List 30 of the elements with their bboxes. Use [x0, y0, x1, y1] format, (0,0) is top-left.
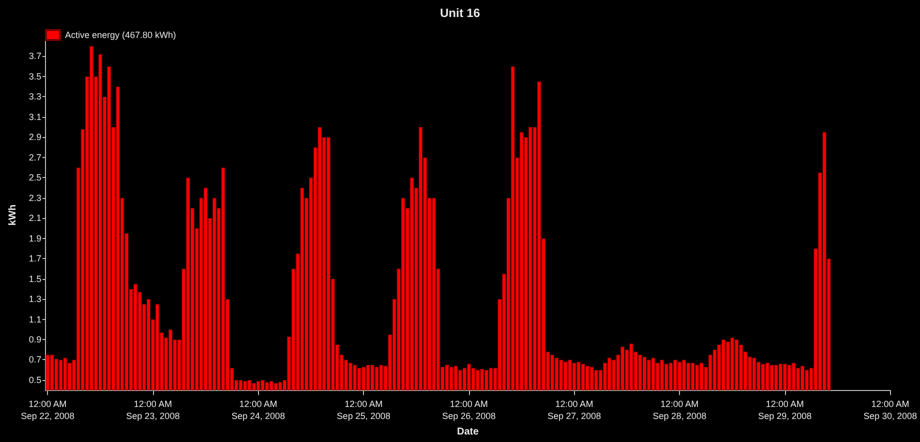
x-tick-label: 12:00 AM Sep 29, 2008	[758, 399, 812, 422]
y-tick-label: 2.3	[28, 192, 42, 203]
y-tick-label: 1.7	[28, 254, 42, 264]
y-tick-label: 3.3	[28, 92, 42, 102]
y-tick-label: 3.5	[28, 71, 42, 82]
chart-title: Unit 16	[440, 6, 480, 20]
y-tick-label: 2.7	[28, 152, 42, 162]
y-tick-label: 2.1	[28, 213, 42, 224]
y-tick-label: 1.1	[28, 314, 42, 324]
x-tick-label: 12:00 AM Sep 26, 2008	[442, 399, 496, 422]
x-tick-label: 12:00 AM Sep 27, 2008	[547, 399, 602, 422]
y-tick-label: 1.3	[28, 294, 42, 304]
x-tick-label: 12:00 AM Sep 25, 2008	[336, 399, 390, 422]
y-tick-label: 0.9	[28, 334, 42, 345]
legend-label: Active energy (467.80 kWh)	[65, 30, 176, 40]
x-axis-title: Date	[456, 426, 480, 438]
x-tick-label: 12:00 AM Sep 28, 2008	[652, 399, 706, 422]
x-tick-label: 12:00 AM Sep 23, 2008	[126, 399, 180, 422]
y-tick-label: 1.9	[28, 233, 42, 244]
y-tick-label: 0.5	[28, 374, 42, 385]
y-tick-label: 2.9	[28, 132, 42, 142]
x-tick-label: 12:00 AM Sep 24, 2008	[231, 399, 286, 422]
y-tick-label: 2.5	[28, 172, 42, 183]
y-axis-title: kWh	[8, 204, 18, 226]
y-tick-label: 1.5	[28, 274, 42, 284]
y-tick-label: 0.7	[28, 354, 42, 365]
y-tick-label: 3.1	[28, 112, 42, 122]
y-tick-label: 3.7	[28, 51, 42, 62]
x-tick-label: 12:00 AM Sep 22, 2008	[20, 399, 74, 422]
x-tick-label: 12:00 AM Sep 30, 2008	[863, 399, 918, 422]
